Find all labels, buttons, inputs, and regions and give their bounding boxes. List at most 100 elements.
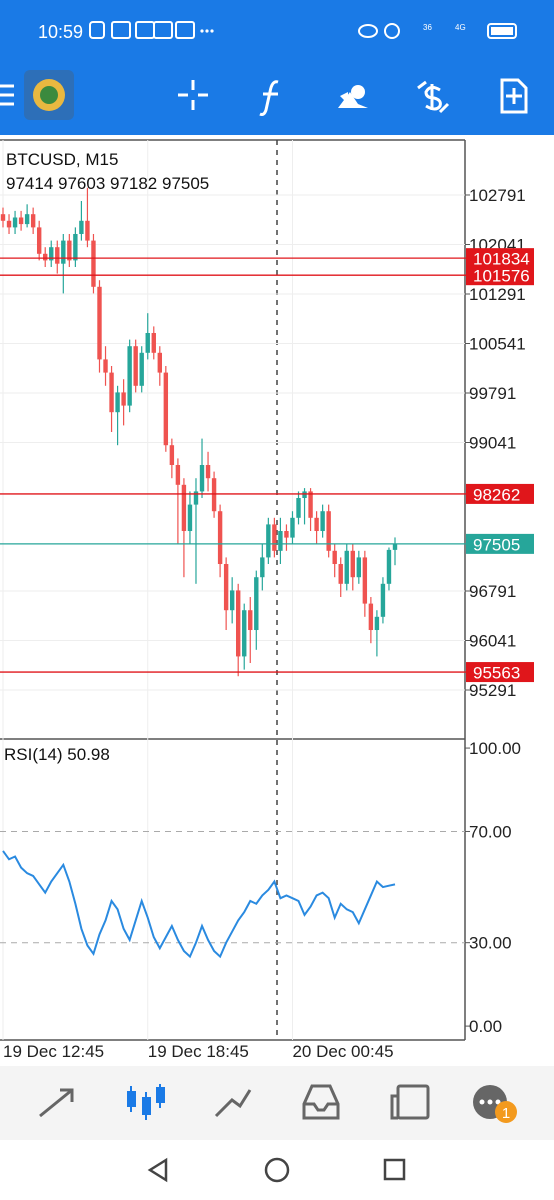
candle-body xyxy=(266,524,271,558)
chart-frame xyxy=(0,139,466,1041)
candle-body xyxy=(6,220,12,228)
price-label-bg xyxy=(466,662,534,683)
price-label-bg xyxy=(466,483,534,504)
bottom-nav-bg xyxy=(0,1066,554,1140)
status-time: 10:59 xyxy=(38,22,83,42)
y-tick-label: 70.00 xyxy=(469,822,512,841)
nav-chat-dots xyxy=(479,1099,501,1105)
candle-body xyxy=(18,217,24,225)
candle-body xyxy=(79,220,84,234)
candle-body xyxy=(278,531,283,551)
x-tick-label: 19 Dec 18:45 xyxy=(148,1042,249,1061)
candle-body xyxy=(61,240,66,264)
candle-body xyxy=(175,465,181,485)
y-tick-label: 101291 xyxy=(469,285,526,304)
candle-body xyxy=(248,610,253,631)
price-label-bg xyxy=(466,248,534,269)
candle-body xyxy=(145,332,150,353)
header-bg xyxy=(0,0,554,135)
candle-body xyxy=(272,524,277,551)
candle-body xyxy=(350,550,355,578)
candle-body xyxy=(205,465,211,479)
y-tick-label: 100.00 xyxy=(469,739,521,758)
candle-body xyxy=(30,214,36,228)
candle-body xyxy=(91,240,96,287)
candle-body xyxy=(199,465,205,492)
price-label: 101576 xyxy=(473,267,530,286)
nav-chart-icon[interactable] xyxy=(127,1084,165,1120)
price-label: 101834 xyxy=(473,250,530,269)
y-tick-label: 96041 xyxy=(469,632,516,651)
candle-body xyxy=(12,217,18,228)
candle-body xyxy=(368,603,374,631)
price-label-bg xyxy=(466,265,534,286)
candle-body xyxy=(115,392,120,413)
candle-body xyxy=(320,511,325,532)
candle-body xyxy=(97,286,102,360)
candle-body xyxy=(151,332,156,353)
candle-body xyxy=(236,590,241,657)
system-nav[interactable] xyxy=(147,1157,406,1183)
candle-body xyxy=(43,253,48,261)
candle-body xyxy=(181,484,187,532)
candle-body xyxy=(0,214,6,221)
candle-body xyxy=(139,352,144,386)
y-tick-label: 99791 xyxy=(469,384,516,403)
candle-body xyxy=(73,233,78,261)
toolbar-icons[interactable] xyxy=(0,78,528,116)
candle-body xyxy=(223,564,229,611)
rsi-line xyxy=(2,850,396,959)
badge xyxy=(495,1101,517,1123)
candle-body xyxy=(338,564,343,584)
candle-body xyxy=(332,550,337,565)
status-signal: 4G xyxy=(455,23,466,32)
status-icons xyxy=(89,21,517,39)
candle-body xyxy=(163,372,169,446)
x-tick-label: 20 Dec 00:45 xyxy=(292,1042,393,1061)
chart-title: BTCUSD, M15 xyxy=(6,150,118,169)
candle-body xyxy=(392,543,398,550)
candle-body xyxy=(211,478,217,512)
y-tick-label: 102791 xyxy=(469,186,526,205)
bottom-nav-icons[interactable] xyxy=(39,1084,430,1120)
candle-body xyxy=(133,346,138,386)
candle-body xyxy=(344,550,349,584)
candle-body xyxy=(296,498,301,518)
candle-body xyxy=(85,220,90,241)
candle-body xyxy=(326,511,331,551)
y-tick-label: 99041 xyxy=(469,433,516,452)
rsi-title: RSI(14) 50.98 xyxy=(4,745,110,764)
candle-body xyxy=(254,577,259,631)
candle-body xyxy=(386,549,392,584)
candle-body xyxy=(284,531,289,538)
candle-body xyxy=(290,517,295,538)
price-label: 98262 xyxy=(473,485,520,504)
plot: 1027911020411012911005419979199041967919… xyxy=(0,140,534,1061)
y-tick-label: 30.00 xyxy=(469,934,512,953)
candle-body xyxy=(121,392,126,406)
status-dots xyxy=(200,27,513,35)
candle-body xyxy=(314,517,319,532)
y-tick-label: 100541 xyxy=(469,334,526,353)
candle-body xyxy=(49,247,54,261)
candle-body xyxy=(187,504,193,532)
candle-body xyxy=(374,616,380,631)
candle-body xyxy=(302,491,307,499)
y-tick-label: 96791 xyxy=(469,582,516,601)
candle-body xyxy=(36,227,42,254)
price-label: 97505 xyxy=(473,535,520,554)
status-signal: 36 xyxy=(423,23,432,32)
candle-body xyxy=(103,359,108,373)
app-logo[interactable] xyxy=(24,70,74,120)
candle-body xyxy=(229,590,235,611)
y-tick-label: 0.00 xyxy=(469,1017,502,1036)
candle-body xyxy=(242,610,247,657)
candle-body xyxy=(24,214,30,225)
chart-subtitle: 97414 97603 97182 97505 xyxy=(6,174,209,193)
candle-body xyxy=(109,372,114,413)
candle-body xyxy=(67,240,72,261)
candle-body xyxy=(260,557,265,578)
toolbar-objects-icon[interactable] xyxy=(338,92,368,108)
badge-count: 1 xyxy=(502,1105,510,1122)
